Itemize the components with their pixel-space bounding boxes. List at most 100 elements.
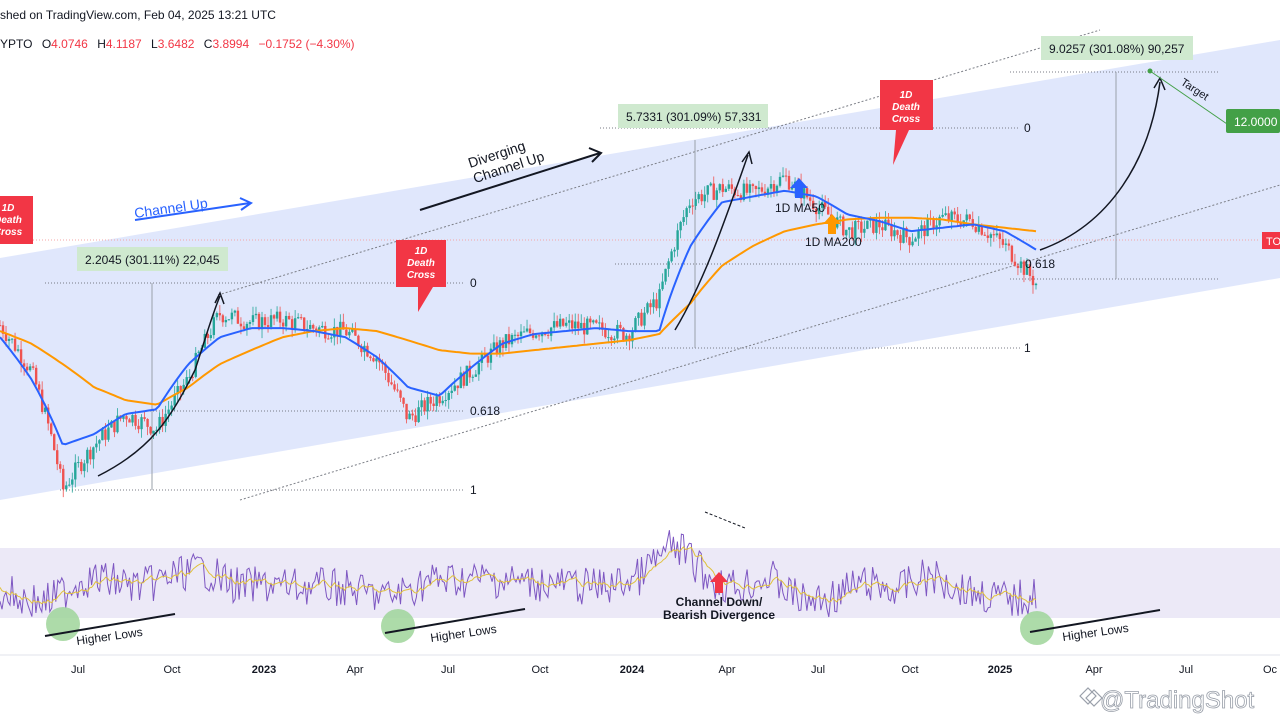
candle-body: [110, 421, 113, 428]
candle-body: [236, 310, 240, 324]
candle-body: [938, 216, 941, 226]
candle-body: [528, 328, 532, 334]
candle-body: [534, 335, 538, 338]
candle-body: [817, 207, 821, 215]
candle-body: [805, 188, 809, 198]
death-cross-callout-3: 1D Death Cross: [880, 80, 933, 165]
candle-body: [561, 318, 565, 326]
candle-body: [610, 337, 613, 341]
candle-body: [676, 230, 679, 250]
candle-body: [239, 323, 243, 327]
candle-body: [140, 417, 143, 430]
candle-body: [122, 416, 125, 419]
channel-up-arrow: [134, 202, 251, 221]
candle-body: [197, 351, 200, 353]
time-axis-label: Jul: [811, 664, 825, 676]
open-value: O4.0746: [41, 37, 88, 51]
candle-body: [405, 403, 408, 420]
candle-body: [1034, 283, 1038, 286]
candle-body: [980, 224, 983, 235]
candle-body: [516, 334, 520, 337]
candle-body: [857, 221, 860, 223]
candle-body: [269, 315, 273, 327]
candle-body: [504, 334, 508, 348]
candle-body: [10, 338, 14, 340]
candle-body: [357, 335, 360, 347]
candle-body: [595, 320, 598, 323]
candle-body: [956, 214, 959, 222]
candle-body: [432, 403, 435, 406]
ma50-label: 1D MA50: [775, 201, 825, 215]
candle-body: [697, 194, 700, 200]
candle-body: [429, 396, 432, 404]
measure-box-1: 2.2045 (301.11%) 22,045: [77, 247, 228, 271]
candle-body: [1007, 243, 1011, 246]
candle-body: [887, 219, 890, 225]
rsi-divergence-arrow: [710, 572, 728, 593]
candle-body: [411, 413, 414, 416]
candle-body: [16, 349, 20, 351]
measure-box-2: 5.7331 (301.09%) 57,331: [618, 104, 768, 128]
candle-body: [453, 385, 456, 391]
measure-lines: [151, 72, 1117, 490]
candle-body: [896, 230, 899, 235]
candle-body: [751, 184, 755, 187]
candle-body: [215, 313, 219, 318]
time-axis-label: Oct: [901, 664, 918, 676]
candle-body: [1019, 261, 1023, 269]
candle-body: [748, 184, 752, 193]
time-axis-label: Apr: [346, 664, 363, 676]
candle-body: [670, 251, 673, 262]
candle-body: [426, 396, 429, 412]
candle-body: [435, 396, 438, 406]
candle-body: [113, 421, 116, 433]
time-axis: Jul Oct 2023 Apr Jul Oct 2024 Apr Jul Oct 2025 Apr J…: [71, 664, 1278, 676]
fib-618-label-b: 0.618: [1025, 257, 1055, 271]
candle-body: [272, 315, 276, 319]
svg-text:2.2045 (301.11%) 22,045: 2.2045 (301.11%) 22,045: [85, 253, 220, 267]
candle-body: [417, 407, 420, 423]
candle-body: [28, 366, 32, 371]
candle-body: [571, 320, 574, 329]
candle-body: [498, 340, 502, 355]
watermark: @TradingShot: [1100, 687, 1255, 714]
candle-body: [854, 221, 857, 239]
candle-body: [580, 322, 583, 329]
candle-body: [134, 414, 137, 426]
candle-body: [995, 233, 999, 236]
candle-body: [826, 206, 830, 215]
candle-body: [637, 312, 640, 319]
candle-body: [80, 462, 83, 472]
candle-body: [284, 315, 288, 327]
candle-body: [98, 440, 101, 444]
candle-body: [1016, 265, 1020, 269]
candle-body: [525, 328, 529, 332]
candle-body: [784, 175, 788, 177]
published-info: shed on TradingView.com, Feb 04, 2025 13…: [0, 8, 276, 22]
diverging-arrowhead: [588, 147, 603, 163]
svg-text:12.0000: 12.0000: [1234, 115, 1278, 129]
candle-body: [7, 338, 11, 341]
candle-body: [34, 367, 38, 385]
svg-text:9.0257 (301.08%) 90,257: 9.0257 (301.08%) 90,257: [1049, 42, 1185, 56]
candle-body: [622, 327, 625, 341]
candle-body: [465, 365, 469, 386]
candle-body: [152, 430, 155, 434]
candle-body: [62, 468, 65, 490]
candle-body: [872, 218, 875, 233]
candle-body: [664, 268, 667, 282]
candle-body: [992, 234, 996, 236]
candle-body: [13, 338, 17, 351]
candle-body: [577, 321, 580, 329]
candle-body: [998, 233, 1002, 240]
candle-body: [778, 176, 782, 186]
channel-outer-lower-line: [239, 184, 1280, 501]
candle-body: [787, 175, 791, 190]
candle-body: [299, 317, 303, 319]
candle-body: [372, 358, 375, 362]
candle-body: [492, 342, 496, 349]
candle-body: [959, 221, 962, 227]
channel-up-band: [0, 40, 1280, 500]
candle-body: [227, 319, 231, 321]
